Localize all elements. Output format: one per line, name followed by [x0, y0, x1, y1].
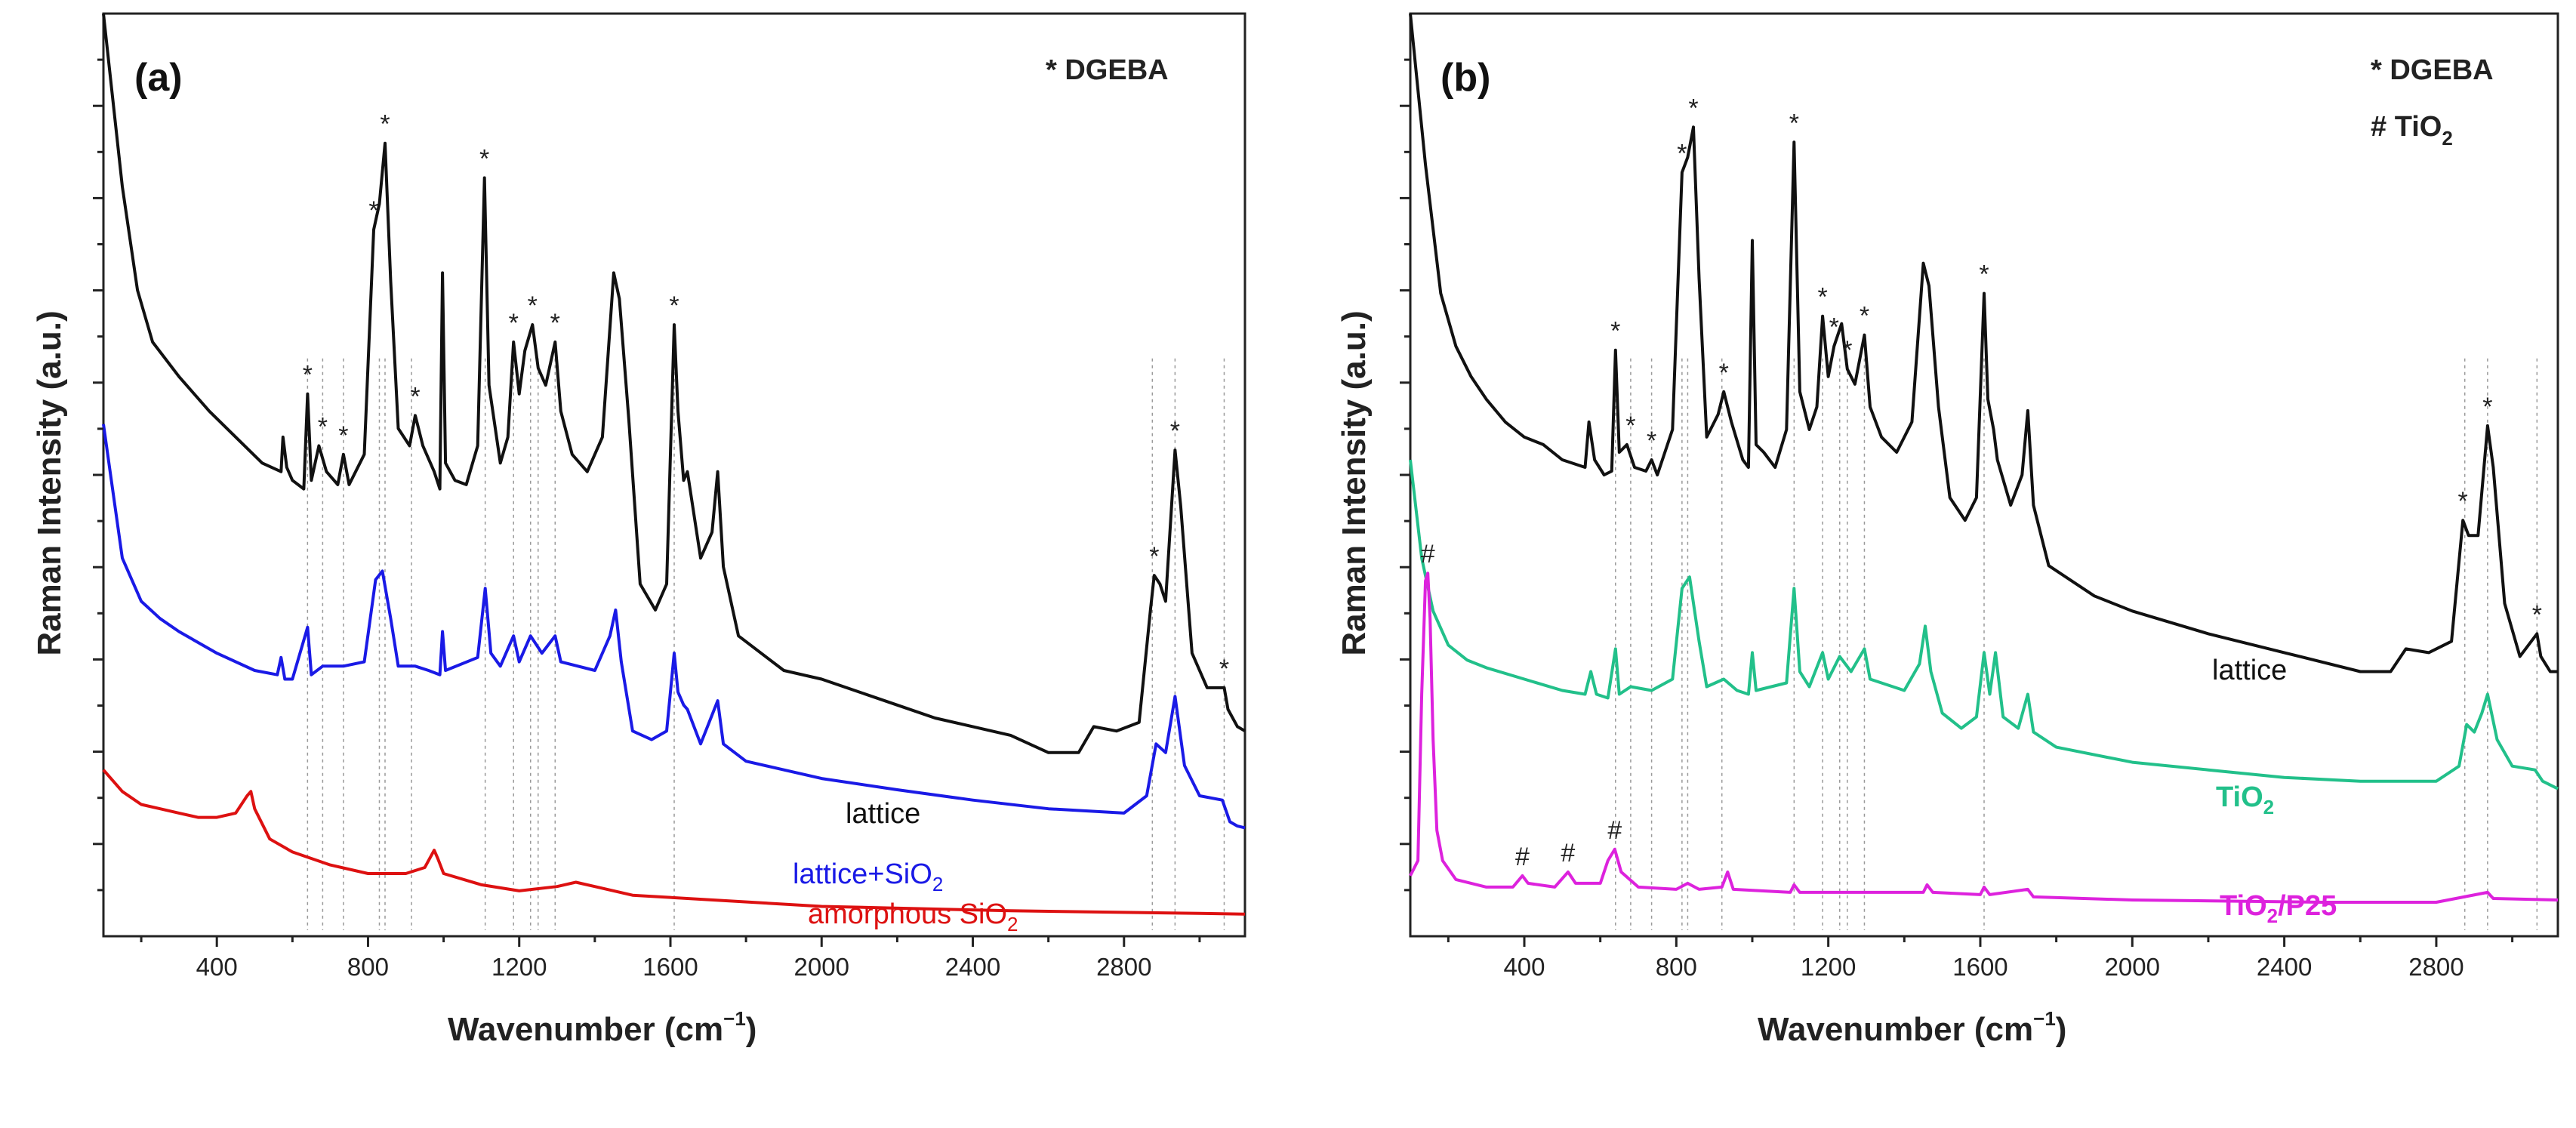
x-tick-label-2400: 2400: [2257, 953, 2312, 981]
peak-marker-7: *: [1817, 283, 1827, 312]
series-line-amorphous-sio2: [102, 769, 1246, 916]
peak-marker-14: *: [2532, 600, 2542, 629]
peak-marker-1: *: [318, 412, 328, 441]
peak-marker-1: *: [1625, 411, 1635, 440]
panel-a-x-ticks: 400 800 1200 1600 2000 2400 2800: [140, 936, 1201, 981]
series-line-lattice-sio2: [102, 424, 1246, 830]
series-line-lattice: [1409, 13, 2558, 673]
peak-marker-0: *: [303, 361, 313, 390]
peak-marker-0: *: [1610, 317, 1620, 346]
series-label-1: TiO2: [2216, 781, 2274, 818]
x-tick-label-1600: 1600: [1952, 953, 2007, 981]
x-tick-label-2800: 2800: [2408, 953, 2464, 981]
peak-marker-8: *: [1829, 313, 1839, 342]
series-label-2: TiO2/P25: [2220, 890, 2337, 927]
peak-marker-6: *: [479, 145, 489, 174]
peak-marker-12: *: [2458, 487, 2468, 516]
x-tick-label-2400: 2400: [945, 953, 1000, 981]
peak-marker-18: #: [1607, 816, 1622, 845]
panel-a-y-axis-title: Raman Intensity (a.u.): [31, 310, 68, 655]
x-tick-label-1600: 1600: [642, 953, 698, 981]
panel-b-y-axis-title: Raman Intensity (a.u.): [1336, 310, 1373, 655]
peak-marker-17: #: [1561, 839, 1575, 868]
panel-b-series-labels: lattice TiO2 TiO2/P25: [2212, 655, 2337, 927]
x-tick-label-1200: 1200: [1801, 953, 1856, 981]
series-line-lattice: [102, 13, 1246, 754]
panel-a-x-axis-title: Wavenumber (cm−1): [448, 1007, 756, 1048]
series-line-tio2-p25: [1409, 572, 2559, 904]
panel-b-series: [1409, 13, 2559, 904]
peak-marker-7: *: [509, 309, 519, 337]
panel-b-x-axis-title: Wavenumber (cm−1): [1758, 1007, 2066, 1048]
panel-a-legend-dgeba: * DGEBA: [1046, 54, 1169, 86]
peak-marker-15: #: [1421, 540, 1435, 569]
panel-b-legend-tio2: # TiO2: [2371, 111, 2453, 149]
panel-b-legend-dgeba: * DGEBA: [2371, 54, 2494, 86]
series-label-2: amorphous SiO2: [808, 898, 1018, 935]
peak-marker-2: *: [338, 421, 348, 450]
panel-b-peak-markers: ***************## ##: [1421, 94, 2542, 871]
x-tick-label-2000: 2000: [794, 953, 849, 981]
panel-a: ** ************ 400 800 1200 1600 2000 2400 280…: [31, 12, 1246, 1048]
panel-b-guide-lines: [1615, 358, 2538, 930]
peak-marker-13: *: [2482, 393, 2492, 421]
panel-a-series: [102, 13, 1246, 916]
panel-b: ***************## ## 400 800 1200 1600 2000 24…: [1336, 12, 2559, 1048]
peak-marker-11: *: [1979, 260, 1989, 289]
panel-a-label: (a): [134, 56, 183, 100]
peak-marker-11: *: [1149, 542, 1159, 571]
panel-b-x-ticks: 400 800 1200 1600 2000 2400 2800: [1447, 936, 2514, 981]
peak-marker-10: *: [669, 291, 679, 320]
series-label-0: lattice: [846, 798, 920, 830]
x-tick-label-2800: 2800: [1096, 953, 1151, 981]
panel-b-label: (b): [1441, 56, 1490, 100]
peak-marker-3: *: [1677, 139, 1687, 168]
peak-marker-5: *: [410, 382, 420, 411]
peak-marker-10: *: [1860, 302, 1869, 331]
peak-marker-16: #: [1515, 843, 1530, 871]
x-tick-label-400: 400: [1503, 953, 1545, 981]
peak-marker-4: *: [380, 110, 390, 139]
x-tick-label-800: 800: [347, 953, 389, 981]
peak-marker-2: *: [1647, 427, 1656, 455]
peak-marker-12: *: [1170, 417, 1180, 445]
panel-a-y-ticks: [93, 58, 103, 892]
peak-marker-3: *: [368, 196, 378, 225]
peak-marker-9: *: [550, 309, 560, 337]
x-tick-label-800: 800: [1656, 953, 1697, 981]
peak-marker-6: *: [1789, 109, 1799, 137]
x-tick-label-1200: 1200: [491, 953, 547, 981]
peak-marker-5: *: [1719, 359, 1729, 387]
panel-b-y-ticks: [1400, 58, 1410, 892]
series-line-tio2: [1409, 459, 2559, 791]
x-tick-label-2000: 2000: [2105, 953, 2160, 981]
series-label-1: lattice+SiO2: [793, 858, 943, 895]
peak-marker-9: *: [1842, 336, 1852, 365]
peak-marker-4: *: [1688, 94, 1698, 122]
panel-a-peak-markers: ** ************: [303, 110, 1229, 683]
series-label-0: lattice: [2212, 655, 2287, 686]
x-tick-label-400: 400: [196, 953, 238, 981]
peak-marker-8: *: [528, 291, 538, 320]
peak-marker-13: *: [1219, 655, 1229, 683]
